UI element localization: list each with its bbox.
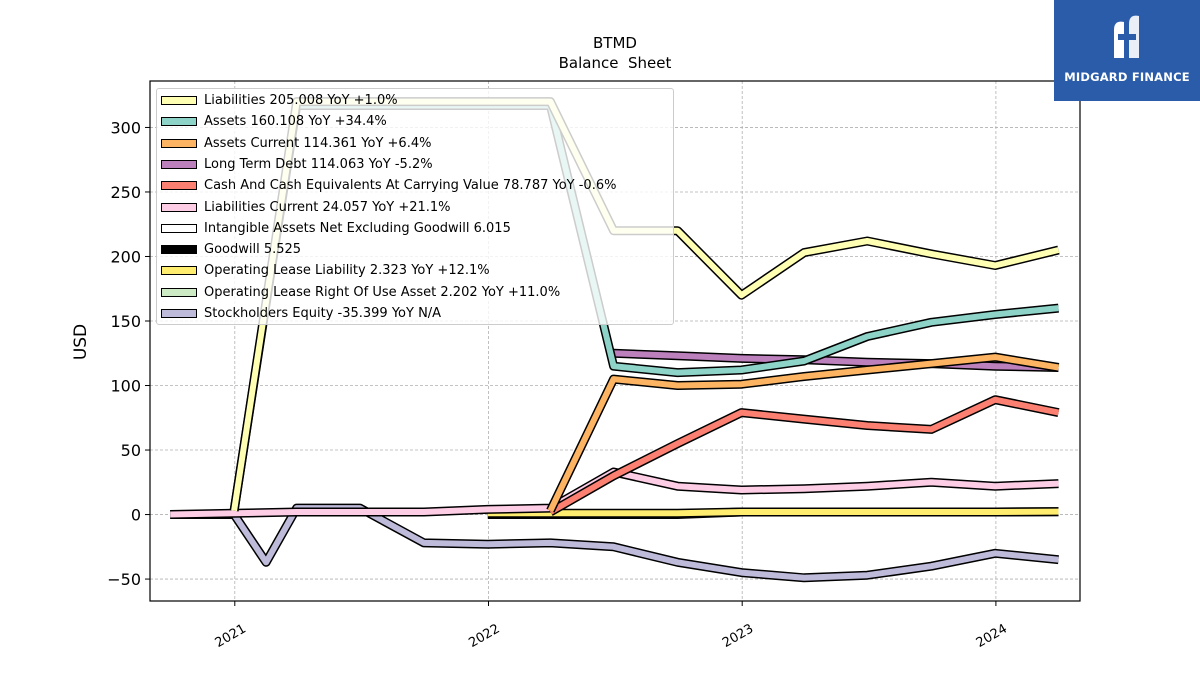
series-stroke [547, 354, 1059, 512]
legend-label: Assets Current 114.361 YoY +6.4% [204, 135, 432, 151]
legend-swatch [161, 266, 197, 276]
legend-label: Liabilities Current 24.057 YoY +21.1% [204, 199, 451, 215]
legend-label: Intangible Assets Net Excluding Goodwill… [204, 220, 511, 236]
series-line [487, 507, 1059, 518]
legend-label: Goodwill 5.525 [204, 242, 302, 258]
x-tick-label: 2022 [466, 621, 502, 651]
plot-frame [149, 80, 1081, 602]
legend-label: Liabilities 205.008 YoY +1.0% [204, 93, 398, 108]
legend-swatch [161, 223, 197, 233]
y-tick-label: 150 [110, 312, 141, 331]
legend-label: Assets 160.108 YoY +34.4% [204, 114, 387, 130]
legend-swatch [161, 245, 197, 255]
chart-legend: Liabilities 205.008 YoY +1.0% Assets 160.… [156, 88, 674, 325]
legend-swatch [161, 287, 197, 297]
series-stroke [613, 350, 1059, 371]
y-tick-label: −50 [107, 570, 141, 589]
y-tick-label: 50 [121, 441, 141, 460]
legend-swatch [161, 96, 197, 105]
x-tick-label: 2024 [974, 621, 1010, 651]
legend-label: Long Term Debt 114.063 YoY -5.2% [204, 156, 433, 172]
y-tick-label: 250 [110, 183, 141, 202]
y-tick-label: 300 [110, 118, 141, 137]
legend-label: Stockholders Equity -35.399 YoY N/A [204, 306, 442, 321]
legend-swatch [161, 138, 197, 148]
legend-swatch [161, 181, 197, 191]
series-line [548, 395, 1060, 516]
series-line [613, 348, 1059, 372]
legend-label: Operating Lease Liability 2.323 YoY +12.… [204, 263, 490, 279]
series-stroke [170, 505, 1059, 581]
y-tick-label: 0 [131, 506, 141, 525]
y-tick-label: 100 [110, 377, 141, 396]
legend-swatch [161, 309, 197, 318]
series-stroke [487, 508, 1059, 517]
legend-swatch [161, 202, 197, 212]
logo-mark-icon [1114, 15, 1139, 58]
legend-label: Operating Lease Right Of Use Asset 2.202… [204, 284, 561, 300]
brand-logo: MIDGARD FINANCE [1054, 0, 1200, 101]
y-axis-label: USD [71, 324, 91, 360]
legend-swatch [161, 117, 197, 127]
series-line [170, 503, 1059, 583]
series-line [546, 352, 1060, 513]
logo-text: MIDGARD FINANCE [1064, 70, 1190, 84]
legend-label: Cash And Cash Equivalents At Carrying Va… [204, 178, 617, 194]
chart-title: BTMD [593, 34, 637, 52]
x-tick-label: 2021 [213, 621, 249, 651]
y-tick-label: 200 [110, 247, 141, 266]
x-tick-label: 2023 [720, 621, 756, 651]
series-stroke [548, 396, 1060, 515]
legend-swatch [161, 159, 197, 169]
chart-subtitle: Balance Sheet [559, 54, 672, 72]
